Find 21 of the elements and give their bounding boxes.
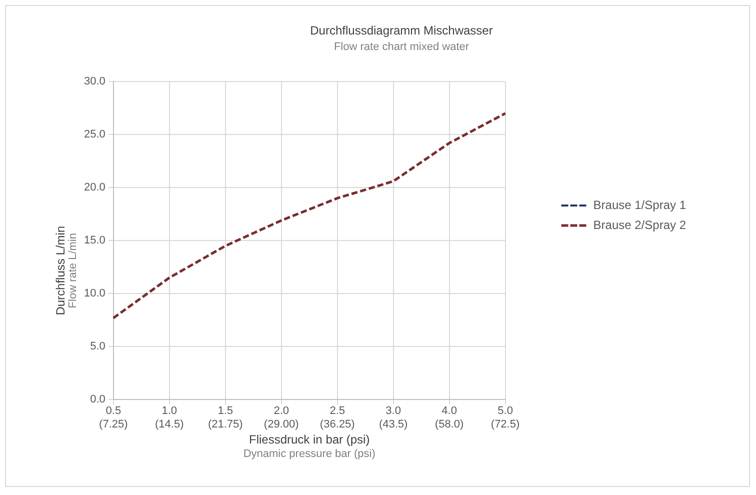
x-axis-title: Fliessdruck in bar (psi) Dynamic pressure bar (psi) [243, 432, 376, 460]
chart-title: Durchflussdiagramm Mischwasser [310, 24, 493, 38]
y-tick-label: 10.0 [84, 288, 106, 300]
y-tick-label: 5.0 [90, 340, 106, 353]
y-tick-label: 0.0 [90, 394, 106, 406]
legend-label: Brause 1/Spray 1 [593, 198, 686, 212]
x-tick-label: 2.0 (29.00) [264, 405, 299, 430]
legend-label: Brause 2/Spray 2 [593, 218, 686, 232]
x-tick-label: 1.5 (21.75) [208, 405, 243, 430]
y-tick-label: 20.0 [84, 182, 106, 194]
x-tick-label: 4.0 (58.0) [434, 405, 464, 430]
y-tick-label: 30.0 [84, 76, 106, 88]
x-tick-label: 0.5 (7.25) [99, 405, 128, 430]
x-tick-label: 1.0 (14.5) [155, 405, 184, 430]
y-axis-title: Durchfluss L/min Flow rate L/min [53, 226, 80, 316]
chart-subtitle: Flow rate chart mixed water [334, 41, 470, 54]
y-tick-label: 25.0 [84, 128, 106, 141]
x-tick-label: 2.5 (36.25) [320, 405, 355, 430]
x-tick-label: 3.0 (43.5) [378, 405, 408, 430]
x-tick-label: 5.0 (72.5) [490, 405, 520, 430]
y-tick-label: 15.0 [84, 234, 106, 247]
